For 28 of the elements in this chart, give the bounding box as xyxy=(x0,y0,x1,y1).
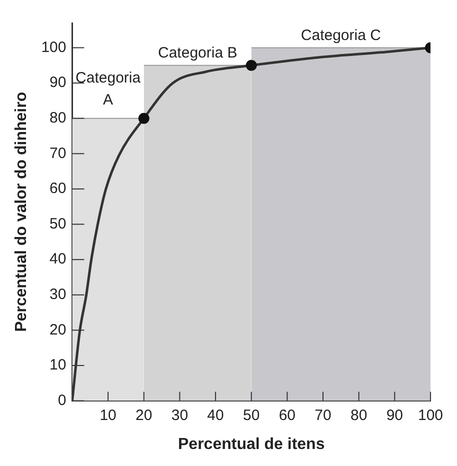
y-tick-label: 30 xyxy=(50,286,66,304)
x-tick-label: 90 xyxy=(386,406,404,424)
y-tick-label: 90 xyxy=(50,74,66,92)
annotation: Categoria A xyxy=(76,69,142,108)
x-axis-title: Percentual de itens xyxy=(178,436,325,453)
x-tick-label: 60 xyxy=(278,406,296,424)
x-tick-label: 100 xyxy=(418,406,443,424)
y-tick-label: 70 xyxy=(50,144,66,162)
y-tick-label: 80 xyxy=(50,109,66,126)
point xyxy=(138,112,150,124)
x-tick-label: 80 xyxy=(350,406,368,424)
y-tick-label: 100 xyxy=(41,38,66,56)
x-tick-label: 70 xyxy=(314,406,332,424)
y-tick-label: 60 xyxy=(50,180,66,198)
y-axis-title: Percentual do valor do dinheiro xyxy=(13,92,30,332)
y-tick-label: 40 xyxy=(50,250,66,268)
annotation: Categoria C xyxy=(300,26,382,44)
point xyxy=(246,60,257,71)
y-tick-label: 10 xyxy=(50,356,66,374)
x-tick-label: 10 xyxy=(100,406,116,424)
x-tick-label: 50 xyxy=(243,406,260,424)
y-tick-label: 0 xyxy=(58,392,66,409)
annotation: Categoria B xyxy=(158,44,238,62)
x-tick-label: 30 xyxy=(171,406,188,424)
y-tick-label: 20 xyxy=(50,321,66,338)
y-tick-label: 50 xyxy=(50,215,66,232)
x-tick-label: 20 xyxy=(136,406,152,424)
x-tick-label: 40 xyxy=(207,406,224,424)
